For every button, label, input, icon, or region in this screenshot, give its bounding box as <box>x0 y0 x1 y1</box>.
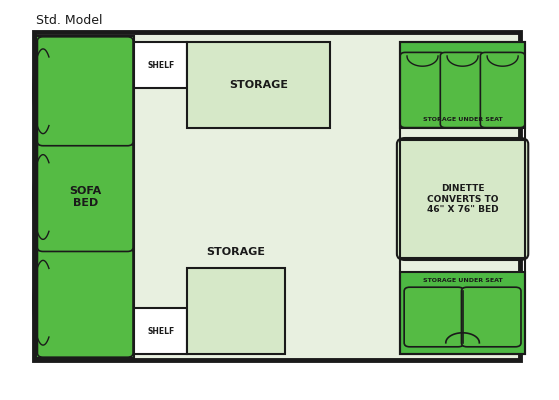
FancyBboxPatch shape <box>400 52 445 128</box>
Bar <box>400 42 525 354</box>
Text: STORAGE UNDER SEAT: STORAGE UNDER SEAT <box>423 117 503 122</box>
Bar <box>36 36 134 358</box>
Bar <box>187 268 285 354</box>
FancyBboxPatch shape <box>37 142 133 252</box>
Text: Std. Model: Std. Model <box>36 14 103 27</box>
FancyBboxPatch shape <box>462 287 521 347</box>
Text: DINETTE
CONVERTS TO
46" X 76" BED: DINETTE CONVERTS TO 46" X 76" BED <box>427 184 499 214</box>
Text: STORAGE: STORAGE <box>207 247 266 257</box>
Bar <box>400 272 525 354</box>
Bar <box>134 42 187 88</box>
FancyBboxPatch shape <box>404 287 464 347</box>
Bar <box>34 32 520 360</box>
Text: SOFA
BED: SOFA BED <box>69 186 101 208</box>
Text: SHELF: SHELF <box>147 326 174 336</box>
FancyBboxPatch shape <box>397 138 528 260</box>
FancyBboxPatch shape <box>37 248 133 357</box>
FancyBboxPatch shape <box>440 52 485 128</box>
Text: STORAGE: STORAGE <box>229 80 288 90</box>
Bar <box>187 42 330 128</box>
Text: SHELF: SHELF <box>147 60 174 70</box>
FancyBboxPatch shape <box>480 52 525 128</box>
Bar <box>400 42 525 128</box>
FancyBboxPatch shape <box>37 37 133 146</box>
Text: STORAGE UNDER SEAT: STORAGE UNDER SEAT <box>423 278 503 283</box>
Bar <box>134 308 187 354</box>
